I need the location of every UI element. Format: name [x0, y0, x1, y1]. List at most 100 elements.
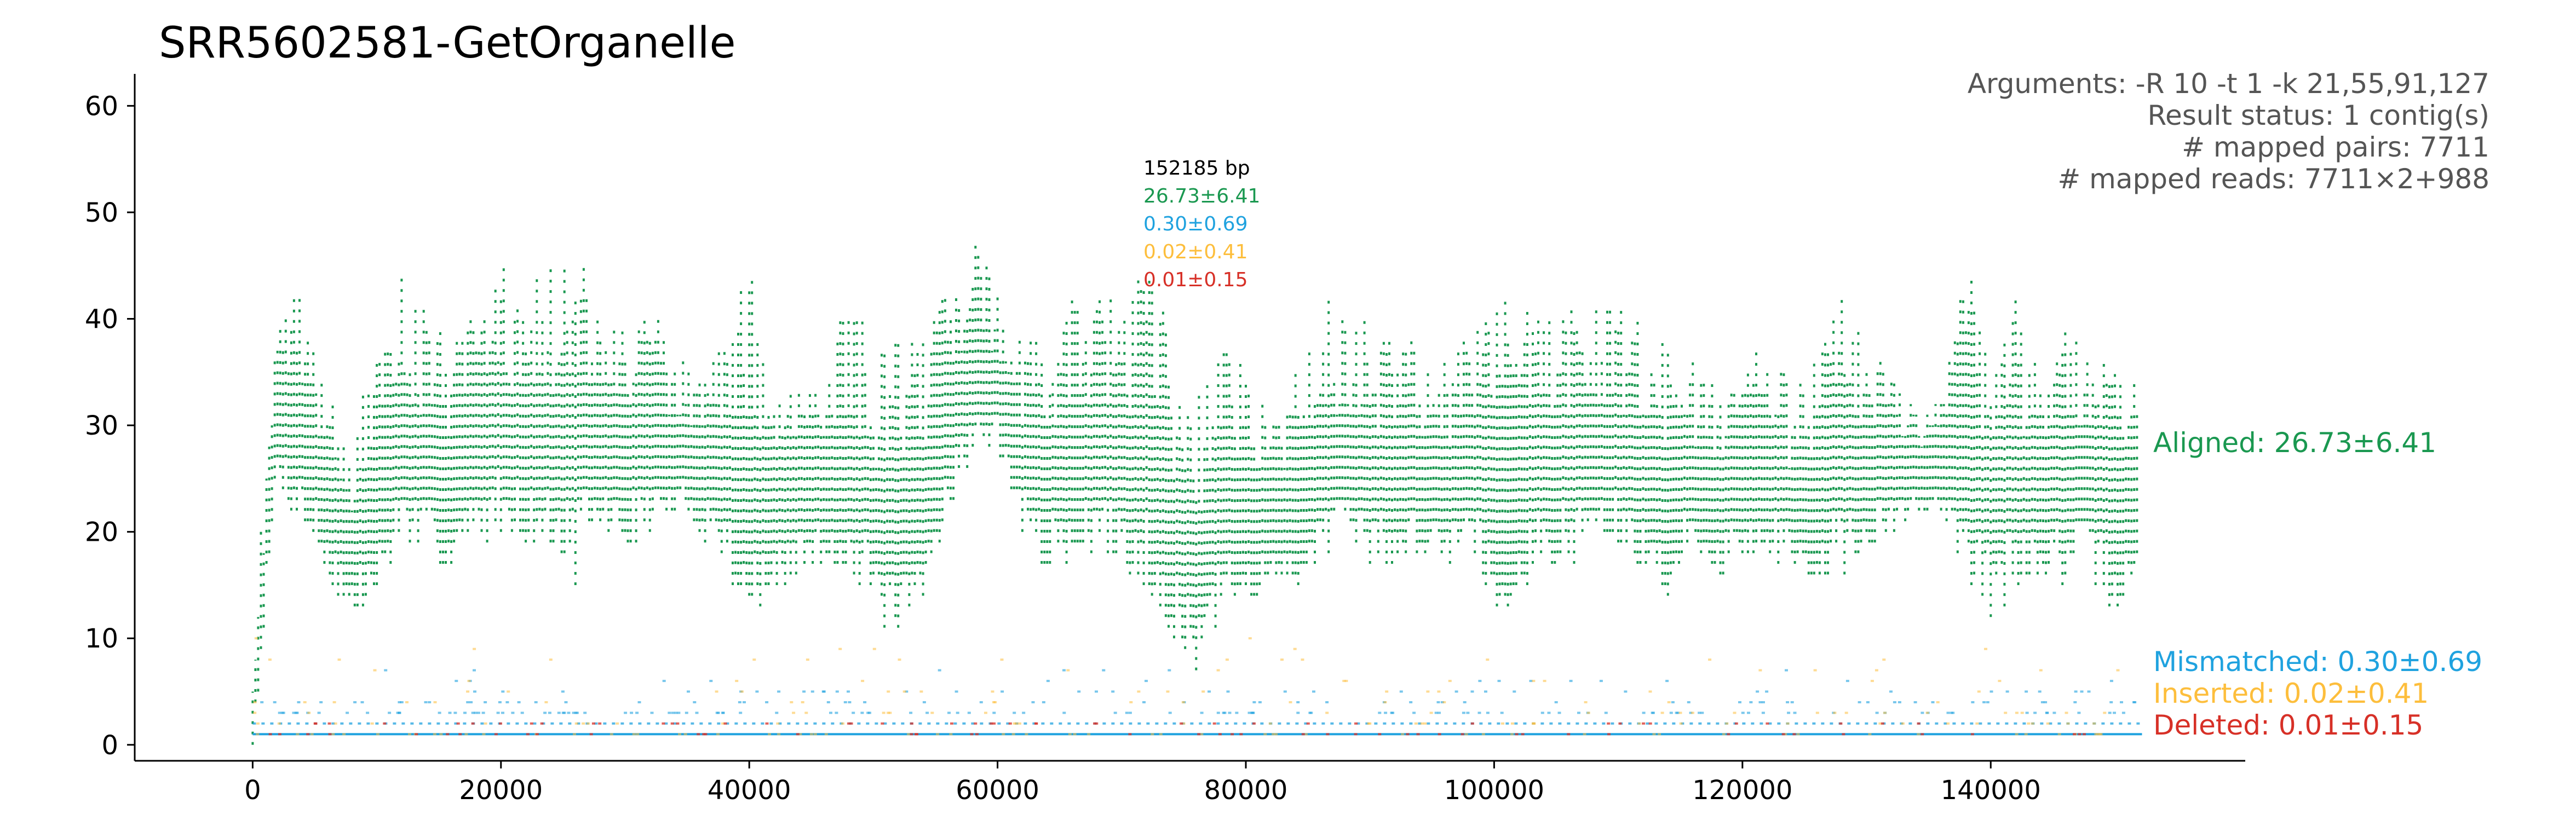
inserted-point — [2094, 733, 2098, 736]
deleted-point — [268, 733, 272, 736]
mismatched-point — [2025, 690, 2028, 693]
mismatched-point — [1756, 690, 1760, 693]
mismatched-point — [1529, 680, 1533, 683]
inserted-point — [1129, 701, 1133, 703]
mismatched-point — [273, 701, 277, 703]
inserted-point — [1584, 701, 1588, 703]
inserted-point — [1998, 680, 2002, 683]
mismatched-point — [956, 712, 959, 714]
inserted-point — [1201, 690, 1205, 693]
inserted-point — [683, 733, 687, 736]
mismatched-point — [2113, 712, 2116, 714]
inserted-point — [1414, 722, 1418, 725]
inserted-point — [1429, 712, 1433, 714]
result-status-line: Result status: 1 contig(s) — [2147, 100, 2489, 131]
inserted-point — [1815, 712, 1819, 714]
deleted-point — [278, 733, 281, 736]
mismatched-point — [2074, 690, 2078, 693]
mismatched-point — [992, 712, 996, 714]
inserted-point — [1280, 658, 1284, 661]
x-tick-label: 140000 — [1941, 775, 2041, 806]
inserted-point — [776, 722, 780, 725]
inserted-series — [253, 637, 2120, 736]
mismatched-point — [938, 669, 941, 672]
mismatched-point — [1486, 712, 1490, 714]
mismatched-point — [455, 680, 458, 683]
inserted-point — [2046, 722, 2050, 725]
ticks: 0 10 20 30 40 50 60 0 20000 40000 60000 80000 100000… — [85, 91, 2041, 806]
mismatched-point — [567, 712, 571, 714]
mismatched-point — [428, 701, 432, 703]
inserted-point — [1073, 733, 1077, 736]
inserted-point — [678, 733, 681, 736]
mismatched-point — [1168, 669, 1171, 672]
deleted-point — [1416, 733, 1420, 736]
deleted-point — [1301, 733, 1305, 736]
inserted-point — [740, 690, 744, 693]
deleted-point — [723, 722, 727, 725]
inserted-point — [1137, 690, 1141, 693]
deleted-point — [313, 722, 317, 725]
mismatched-point — [471, 712, 475, 714]
inserted-point — [1344, 680, 1348, 683]
inserted-point — [256, 733, 260, 736]
inserted-point — [2092, 722, 2096, 725]
inserted-point — [1583, 733, 1586, 736]
deleted-point — [975, 733, 979, 736]
inserted-point — [1543, 680, 1546, 683]
deleted-point — [697, 733, 700, 736]
mismatched-series — [252, 669, 2142, 736]
inserted-point — [1510, 733, 1514, 736]
mismatched-point — [1687, 701, 1691, 703]
inserted-point — [841, 722, 844, 725]
mismatched-point — [1391, 712, 1395, 714]
mismatched-point — [743, 701, 746, 703]
mismatched-point — [278, 712, 281, 714]
mismatched-point — [925, 712, 929, 714]
inserted-point — [936, 733, 940, 736]
mismatched-point — [1046, 680, 1050, 683]
inserted-point — [1025, 733, 1028, 736]
mismatched-point — [1462, 712, 1465, 714]
mismatched-point — [1142, 701, 1146, 703]
mismatched-point — [1484, 690, 1487, 693]
inserted-point — [991, 690, 994, 693]
mismatched-point — [520, 712, 524, 714]
inserted-point — [1464, 733, 1468, 736]
mismatched-point — [2121, 712, 2125, 714]
x-tick-label: 120000 — [1692, 775, 1792, 806]
inserted-point — [1289, 701, 1292, 703]
inserted-point — [507, 690, 510, 693]
mismatched-point — [1399, 690, 1403, 693]
deleted-point — [1354, 733, 1358, 736]
inserted-point — [1448, 680, 1452, 683]
inserted-point — [2020, 712, 2024, 714]
mismatched-point — [852, 712, 855, 714]
mismatched-point — [1477, 712, 1481, 714]
x-tick-label: 60000 — [956, 775, 1039, 806]
inserted-point — [1532, 680, 1536, 683]
inserted-point — [544, 701, 548, 703]
inserted-point — [1660, 712, 1664, 714]
mismatched-point — [1652, 712, 1655, 714]
inserted-point — [332, 701, 336, 703]
mismatched-point — [384, 669, 388, 672]
inserted-point — [1423, 722, 1427, 725]
inserted-point — [1151, 733, 1154, 736]
deleted-point — [765, 722, 769, 725]
deleted-point — [494, 733, 498, 736]
inserted-point — [1691, 712, 1694, 714]
mismatched-point — [2040, 701, 2044, 703]
deleted-point — [1252, 722, 1256, 725]
mismatched-point — [635, 712, 639, 714]
mismatched-point — [2038, 690, 2042, 693]
mismatched-point — [1669, 712, 1673, 714]
deleted-point — [458, 733, 462, 736]
mismatched-point — [775, 712, 779, 714]
inserted-point — [1018, 722, 1021, 725]
mismatched-point — [1409, 701, 1413, 703]
mismatched-point — [685, 712, 688, 714]
mismatched-point — [1325, 701, 1329, 703]
mismatched-point — [448, 712, 452, 714]
